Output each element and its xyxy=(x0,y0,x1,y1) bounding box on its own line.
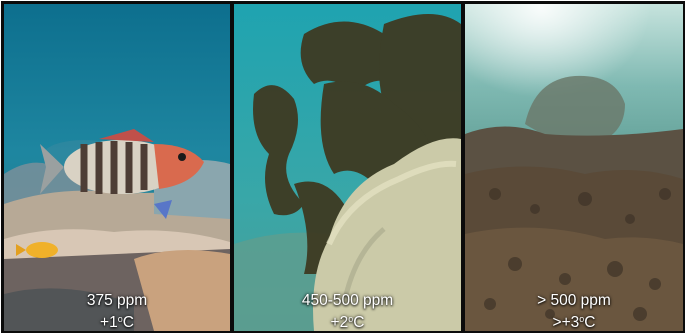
temperature-label: +1oC xyxy=(100,314,134,331)
ppm-label: 375 ppm xyxy=(86,292,148,309)
degraded-reef-photo: > 500 ppm >+3oC xyxy=(465,4,683,331)
bleached-coral-icon xyxy=(313,138,461,331)
temperature-label: >+3oC xyxy=(552,314,596,331)
ppm-label: > 500 ppm xyxy=(537,292,611,309)
degraded-reef-illustration xyxy=(465,4,683,331)
healthy-reef-photo: 375 ppm +1oC xyxy=(4,4,230,331)
ppm-label: 450-500 ppm xyxy=(301,292,394,309)
temperature-label: +2oC xyxy=(330,314,365,331)
healthy-reef-illustration xyxy=(4,4,230,331)
fish-icon xyxy=(40,129,204,219)
stressed-reef-illustration xyxy=(234,4,461,331)
stressed-reef-photo: 450-500 ppm +2oC xyxy=(234,4,461,331)
